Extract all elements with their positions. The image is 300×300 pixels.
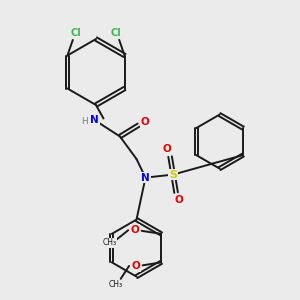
Text: CH₃: CH₃ <box>103 238 117 247</box>
Text: Cl: Cl <box>70 28 81 38</box>
Text: O: O <box>163 144 172 154</box>
Text: O: O <box>141 117 150 127</box>
Text: O: O <box>175 195 184 205</box>
Text: S: S <box>169 169 177 180</box>
Text: N: N <box>90 115 99 125</box>
Text: H: H <box>81 117 87 126</box>
Text: N: N <box>141 172 150 183</box>
Text: O: O <box>131 261 140 271</box>
Text: CH₃: CH₃ <box>109 280 123 289</box>
Text: O: O <box>130 225 139 235</box>
Text: Cl: Cl <box>111 28 122 38</box>
